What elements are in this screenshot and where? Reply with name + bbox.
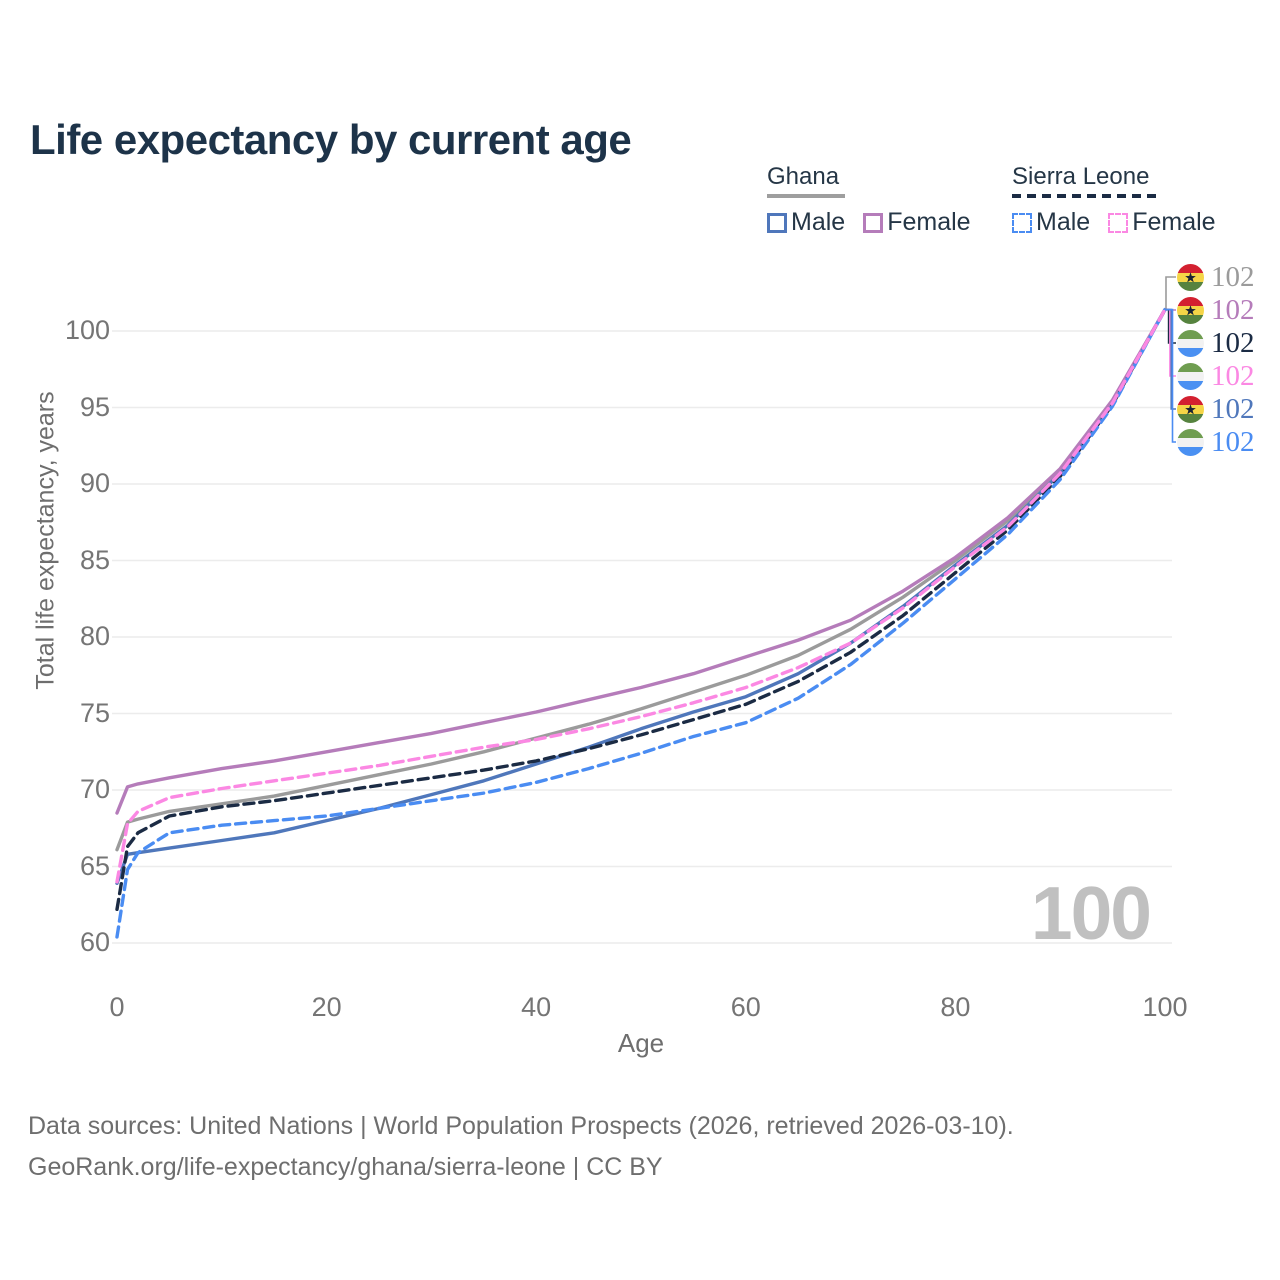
series-line-ghana-female	[115, 307, 1167, 815]
series-line-sierra-leone-total	[115, 307, 1167, 911]
ghana-flag-icon	[1177, 263, 1204, 291]
y-tick-label: 80	[79, 621, 110, 651]
legend-item-ghana-male[interactable]: Male	[791, 208, 846, 236]
current-age-watermark: 100	[1030, 871, 1152, 955]
legend-country-ghana: Ghana	[767, 163, 840, 190]
footer: Data sources: United Nations | World Pop…	[28, 1106, 1014, 1188]
y-tick-label: 95	[79, 391, 110, 422]
page-title: Life expectancy by current age	[30, 116, 632, 164]
ghana-flag-icon	[1177, 395, 1204, 423]
y-tick-label: 100	[64, 315, 110, 345]
y-tick-label: 65	[79, 850, 110, 881]
y-axis-title: Total life expectancy, years	[31, 391, 60, 690]
legend-item-ghana-female[interactable]: Female	[887, 208, 971, 236]
x-tick-label: 100	[1142, 992, 1188, 1022]
end-label-row-ghana-male: 102	[1177, 393, 1255, 425]
series-line-sierra-leone-male	[115, 307, 1167, 939]
x-tick-label: 80	[940, 992, 971, 1022]
end-label-row-sierra-leone-male: 102	[1177, 426, 1255, 458]
end-label-value: 102	[1211, 425, 1255, 458]
y-tick-label: 70	[79, 774, 110, 804]
x-tick-label: 20	[311, 992, 342, 1022]
x-axis-title: Age	[617, 1028, 665, 1058]
ghana-flag-icon	[1177, 296, 1204, 324]
series-line-ghana-total	[115, 307, 1167, 852]
end-label-value: 102	[1211, 260, 1255, 293]
legend-group-ghana: Ghana Male Female	[767, 163, 989, 237]
footer-data-sources: Data sources: United Nations | World Pop…	[28, 1112, 1014, 1140]
end-label-value: 102	[1211, 392, 1255, 425]
end-label-row-ghana-female: 102	[1177, 294, 1255, 326]
ghana-male-swatch[interactable]	[767, 212, 787, 233]
y-tick-label: 85	[79, 544, 110, 575]
sierra-leone-flag-icon	[1177, 428, 1204, 456]
end-label-connector-ghana-total	[1165, 276, 1176, 311]
end-label-row-sierra-leone-female: 102	[1177, 360, 1255, 392]
sierra-leone-female-swatch[interactable]	[1108, 212, 1129, 233]
sierra-leone-flag-icon	[1177, 329, 1204, 357]
ghana-line-style-swatch	[767, 194, 845, 198]
footer-attribution: GeoRank.org/life-expectancy/ghana/sierra…	[28, 1153, 663, 1181]
end-label-connector-ghana-male	[1165, 308, 1176, 410]
legend-item-sierra-leone-male[interactable]: Male	[1036, 208, 1091, 236]
end-label-connector-sierra-leone-male	[1165, 308, 1176, 443]
y-tick-label: 60	[79, 927, 110, 957]
end-label-row-ghana-total: 102	[1177, 261, 1255, 293]
sierra-leone-line-style-swatch	[1012, 194, 1162, 198]
sierra-leone-flag-icon	[1177, 362, 1204, 390]
end-label-row-sierra-leone-total: 102	[1177, 327, 1255, 359]
y-tick-label: 90	[79, 468, 110, 498]
legend-country-sierra-leone: Sierra Leone	[1012, 163, 1150, 190]
end-label-value: 102	[1211, 359, 1255, 392]
sierra-leone-male-swatch[interactable]	[1012, 212, 1032, 233]
x-tick-label: 0	[109, 992, 125, 1022]
end-label-value: 102	[1211, 293, 1255, 326]
legend-item-sierra-leone-female[interactable]: Female	[1132, 208, 1216, 236]
x-tick-label: 60	[730, 992, 761, 1022]
end-label-value: 102	[1211, 326, 1255, 359]
y-tick-label: 75	[79, 697, 110, 728]
ghana-female-swatch[interactable]	[863, 212, 884, 233]
legend-group-sierra-leone: Sierra Leone Male Female	[1012, 163, 1234, 237]
series-line-sierra-leone-female	[115, 307, 1167, 884]
x-tick-label: 40	[521, 992, 552, 1022]
